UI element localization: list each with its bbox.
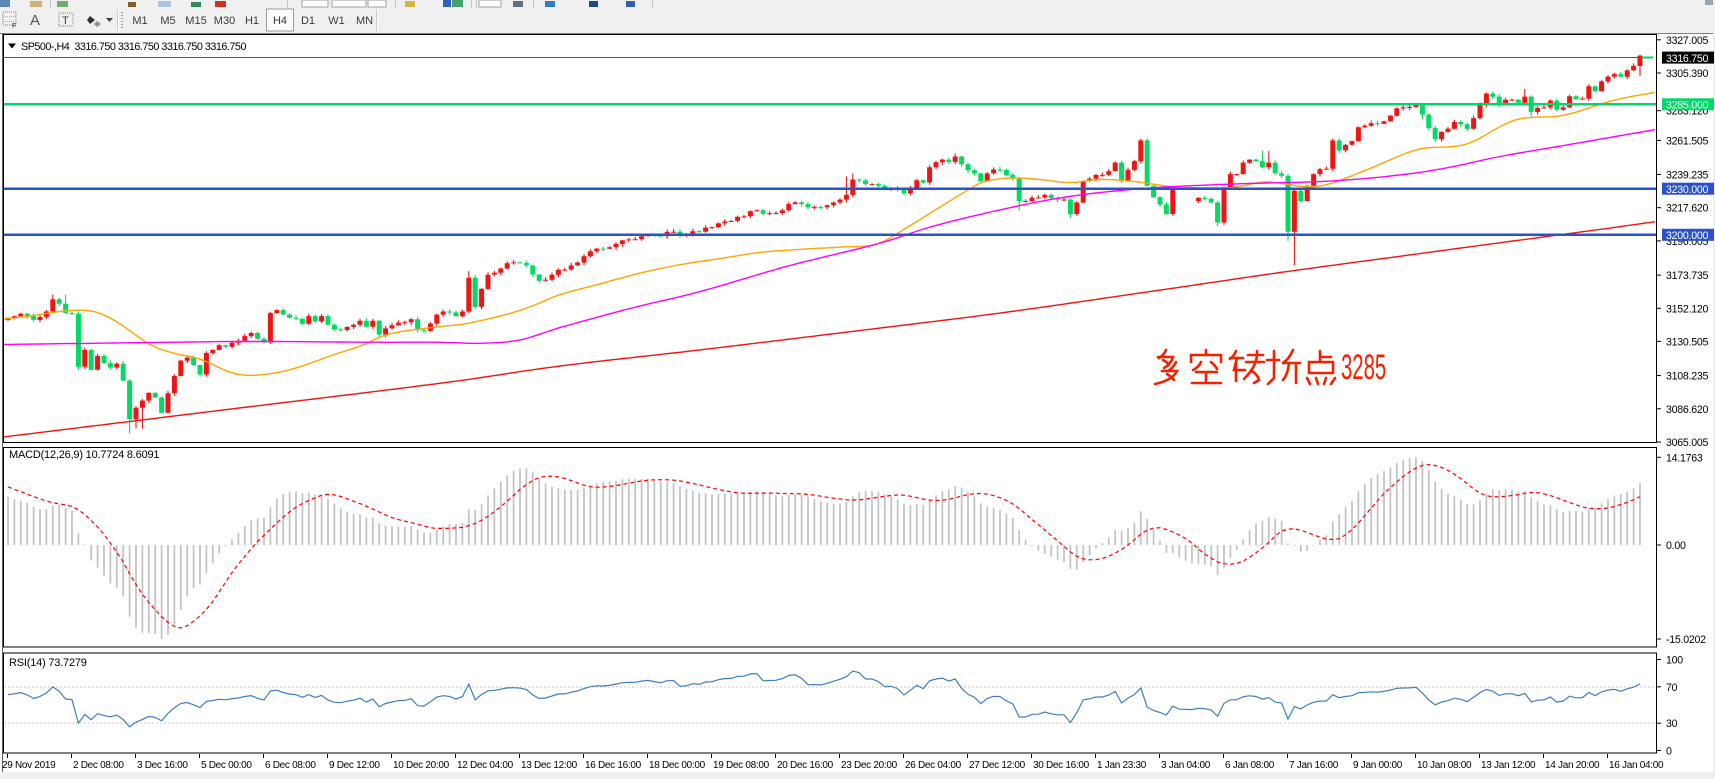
svg-text:MN: MN	[356, 15, 373, 27]
svg-text:3152.120: 3152.120	[1666, 303, 1709, 315]
svg-text:3108.235: 3108.235	[1666, 371, 1709, 383]
svg-text:3086.620: 3086.620	[1666, 404, 1709, 416]
svg-text:3285.000: 3285.000	[1666, 100, 1709, 112]
svg-text:H1: H1	[245, 15, 259, 27]
svg-text:13 Jan 12:00: 13 Jan 12:00	[1481, 760, 1536, 771]
svg-text:2 Dec 08:00: 2 Dec 08:00	[73, 760, 124, 771]
svg-text:0: 0	[1666, 746, 1672, 758]
svg-text:3130.505: 3130.505	[1666, 336, 1709, 348]
svg-text:7 Jan 16:00: 7 Jan 16:00	[1289, 760, 1339, 771]
svg-text:6 Jan 08:00: 6 Jan 08:00	[1225, 760, 1275, 771]
svg-text:23 Dec 20:00: 23 Dec 20:00	[841, 760, 898, 771]
svg-text:18 Dec 00:00: 18 Dec 00:00	[649, 760, 706, 771]
svg-text:100: 100	[1666, 655, 1683, 667]
svg-text:3173.735: 3173.735	[1666, 270, 1709, 282]
svg-text:6 Dec 08:00: 6 Dec 08:00	[265, 760, 316, 771]
svg-text:-15.0202: -15.0202	[1666, 634, 1706, 646]
svg-text:3230.000: 3230.000	[1666, 184, 1709, 196]
svg-text:3316.750: 3316.750	[1666, 53, 1709, 65]
svg-text:0.00: 0.00	[1666, 540, 1686, 552]
svg-text:9 Dec 12:00: 9 Dec 12:00	[329, 760, 380, 771]
svg-text:14 Jan 20:00: 14 Jan 20:00	[1545, 760, 1600, 771]
svg-text:20 Dec 16:00: 20 Dec 16:00	[777, 760, 834, 771]
svg-text:19 Dec 08:00: 19 Dec 08:00	[713, 760, 770, 771]
svg-text:27 Dec 12:00: 27 Dec 12:00	[969, 760, 1026, 771]
svg-text:D1: D1	[301, 15, 315, 27]
svg-text:M1: M1	[132, 15, 147, 27]
svg-text:3285: 3285	[1341, 348, 1386, 387]
svg-text:F: F	[12, 23, 16, 30]
svg-text:M5: M5	[160, 15, 175, 27]
svg-text:16 Dec 16:00: 16 Dec 16:00	[585, 760, 642, 771]
svg-text:MACD(12,26,9) 10.7724 8.6091: MACD(12,26,9) 10.7724 8.6091	[9, 449, 159, 461]
svg-text:12 Dec 04:00: 12 Dec 04:00	[457, 760, 514, 771]
svg-text:3200.000: 3200.000	[1666, 230, 1709, 242]
svg-text:1 Jan 23:30: 1 Jan 23:30	[1097, 760, 1147, 771]
svg-text:16 Jan 04:00: 16 Jan 04:00	[1609, 760, 1664, 771]
svg-text:3065.005: 3065.005	[1666, 437, 1709, 449]
svg-text:26 Dec 04:00: 26 Dec 04:00	[905, 760, 962, 771]
svg-text:3 Dec 16:00: 3 Dec 16:00	[137, 760, 188, 771]
svg-text:9 Jan 00:00: 9 Jan 00:00	[1353, 760, 1403, 771]
svg-text:5 Dec 00:00: 5 Dec 00:00	[201, 760, 252, 771]
svg-text:T: T	[62, 15, 69, 27]
svg-text:3 Jan 04:00: 3 Jan 04:00	[1161, 760, 1211, 771]
svg-text:13 Dec 12:00: 13 Dec 12:00	[521, 760, 578, 771]
svg-text:3217.620: 3217.620	[1666, 203, 1709, 215]
svg-text:3305.390: 3305.390	[1666, 68, 1709, 80]
svg-text:14.1763: 14.1763	[1666, 452, 1703, 464]
svg-text:30 Dec 16:00: 30 Dec 16:00	[1033, 760, 1090, 771]
svg-text:3261.505: 3261.505	[1666, 135, 1709, 147]
svg-text:10 Dec 20:00: 10 Dec 20:00	[393, 760, 450, 771]
svg-text:29 Nov 2019: 29 Nov 2019	[2, 760, 56, 771]
svg-text:H4: H4	[273, 15, 287, 27]
svg-text:RSI(14) 73.7279: RSI(14) 73.7279	[9, 657, 87, 669]
svg-text:70: 70	[1666, 682, 1678, 694]
svg-text:3327.005: 3327.005	[1666, 35, 1709, 47]
svg-text:30: 30	[1666, 718, 1678, 730]
svg-text:SP500-,H4 3316.750 3316.750 3: SP500-,H4 3316.750 3316.750 3316.750 331…	[21, 41, 246, 53]
svg-text:10 Jan 08:00: 10 Jan 08:00	[1417, 760, 1472, 771]
svg-text:W1: W1	[328, 15, 345, 27]
svg-text:M15: M15	[185, 15, 206, 27]
svg-text:3239.235: 3239.235	[1666, 170, 1709, 182]
svg-text:M30: M30	[214, 15, 235, 27]
svg-text:A: A	[30, 12, 40, 29]
